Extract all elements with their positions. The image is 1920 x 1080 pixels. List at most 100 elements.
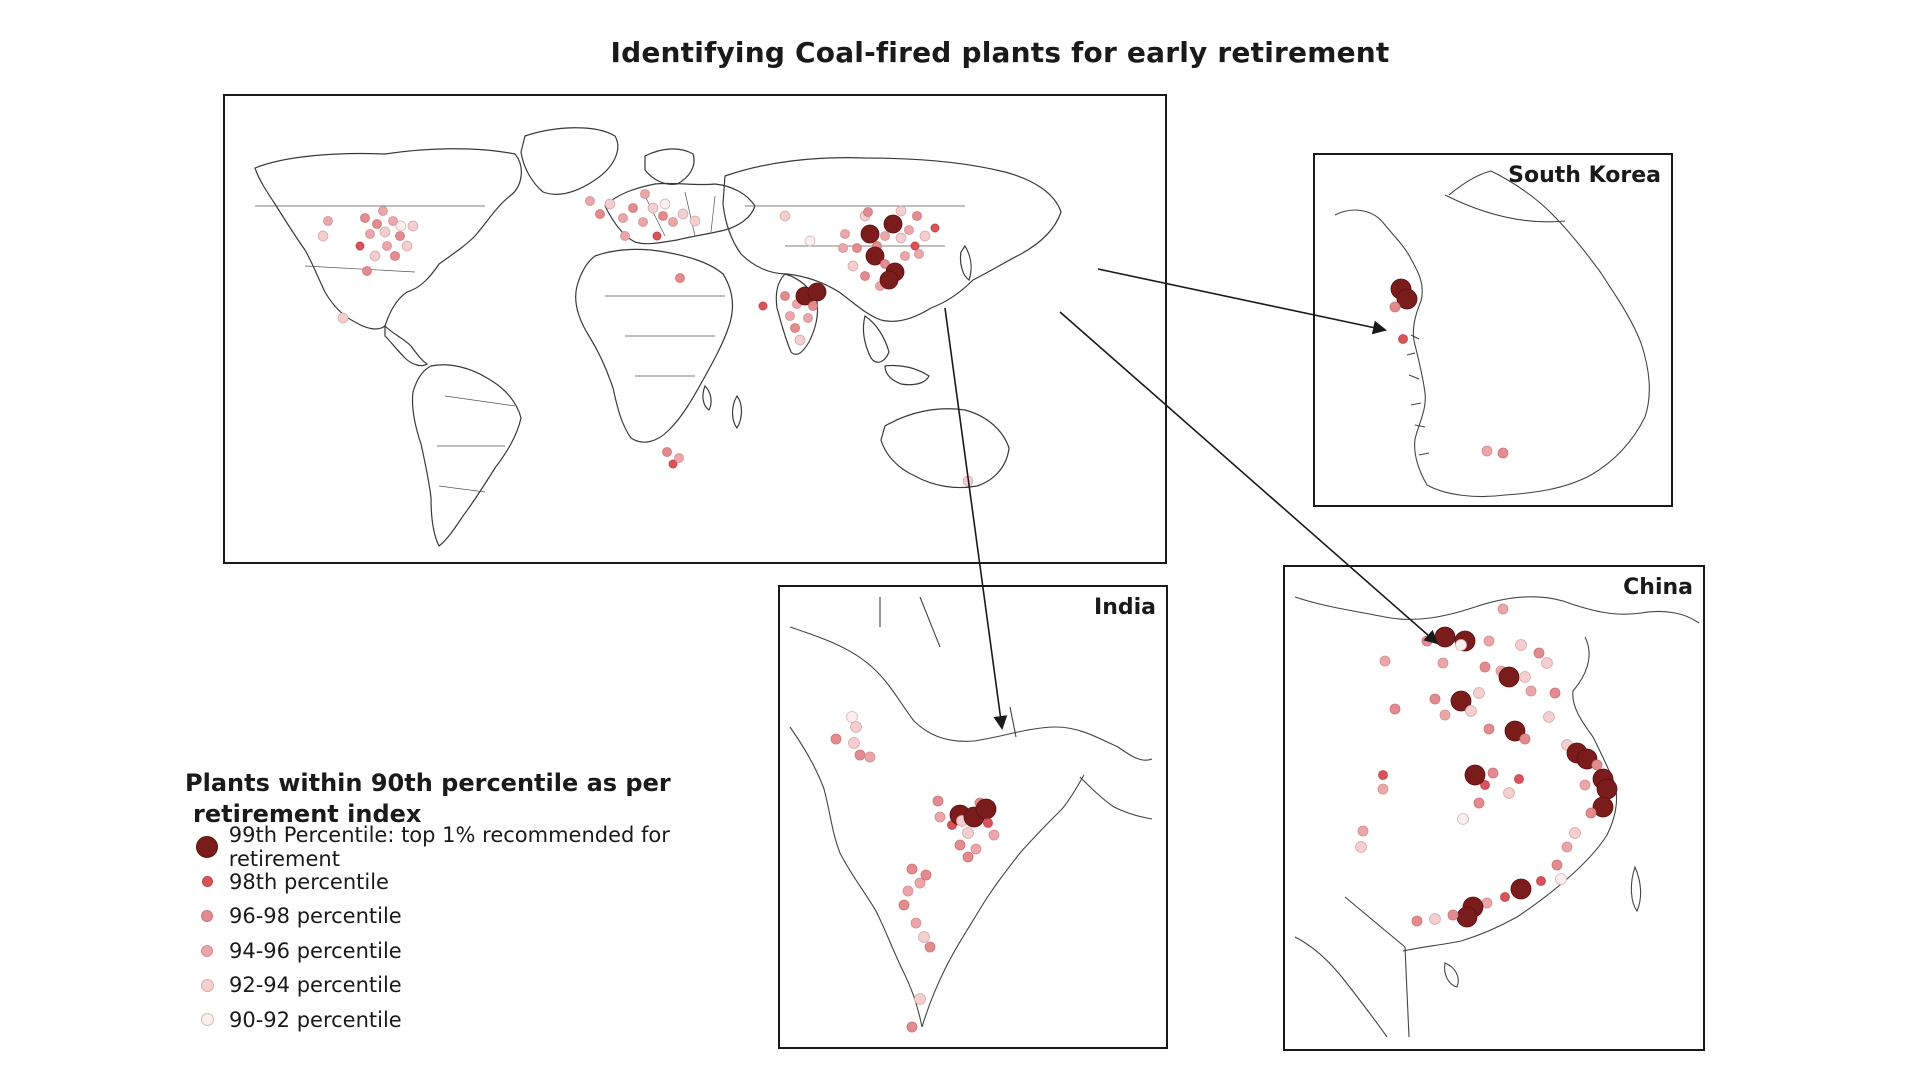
plant-marker [790, 323, 800, 333]
world-map-panel[interactable] [223, 94, 1167, 564]
plant-marker [1450, 690, 1472, 712]
plant-marker [930, 223, 940, 233]
legend-label-98: 98th percentile [229, 869, 389, 894]
plant-marker [1447, 909, 1459, 921]
plant-marker [1389, 301, 1401, 313]
plant-marker [1569, 827, 1581, 839]
plant-marker [906, 863, 918, 875]
legend-label-90-92: 90-92 percentile [229, 1007, 402, 1032]
legend-label-96-98: 96-98 percentile [229, 904, 402, 929]
plant-marker [658, 211, 668, 221]
plant-marker [595, 209, 605, 219]
south-korea-map [1334, 170, 1650, 498]
plant-marker [900, 251, 910, 261]
plant-marker [1500, 892, 1510, 902]
plant-marker [1504, 720, 1526, 742]
legend-title: Plants within 90th percentile as per ret… [185, 768, 785, 830]
plant-marker [863, 207, 873, 217]
world-plant-markers [317, 189, 974, 487]
south-korea-coastline [1334, 170, 1650, 498]
plant-marker [910, 917, 922, 929]
plant-marker [895, 232, 907, 244]
plant-marker [1480, 780, 1490, 790]
plant-marker [914, 249, 924, 259]
plant-marker [382, 241, 392, 251]
plant-marker [780, 291, 790, 301]
plant-marker [1377, 783, 1389, 795]
plant-marker [1515, 639, 1527, 651]
plant-marker [779, 210, 791, 222]
plant-marker [962, 827, 974, 839]
plant-marker [1525, 685, 1537, 697]
legend-marker-99 [195, 836, 218, 859]
world-map [254, 127, 1062, 547]
legend-marker-96-98 [201, 910, 213, 923]
legend-item-92-94: 92-94 percentile [185, 968, 785, 1003]
plant-marker [1510, 878, 1532, 900]
plant-marker [675, 273, 685, 283]
plant-marker [785, 311, 795, 321]
plant-marker [1555, 873, 1567, 885]
plant-marker [395, 231, 405, 241]
china-inset[interactable]: China [1283, 565, 1705, 1051]
map-title: Identifying Coal-fired plants for early … [610, 36, 1390, 69]
plant-marker [674, 453, 684, 463]
plant-marker [1439, 709, 1451, 721]
plant-marker [618, 213, 628, 223]
plant-marker [838, 243, 848, 253]
plant-marker [880, 231, 890, 241]
plant-marker [847, 260, 859, 272]
plant-marker [659, 198, 671, 210]
plant-marker [1481, 445, 1493, 457]
legend-title-line1: Plants within 90th percentile as per [185, 769, 671, 797]
plant-marker [1456, 906, 1478, 928]
plant-marker [895, 205, 907, 217]
plant-marker [852, 243, 862, 253]
plant-marker [585, 196, 595, 206]
legend: Plants within 90th percentile as per ret… [185, 768, 785, 1037]
plant-marker [677, 208, 689, 220]
plant-marker [808, 301, 818, 311]
plant-marker [1464, 764, 1486, 786]
plant-marker [390, 251, 400, 261]
legend-item-90-92: 90-92 percentile [185, 1003, 785, 1038]
plant-marker [323, 216, 333, 226]
plant-marker [1541, 657, 1553, 669]
plant-marker [362, 266, 372, 276]
plant-marker [902, 885, 914, 897]
south-korea-plant-markers [1389, 278, 1509, 459]
plant-marker [1357, 825, 1369, 837]
legend-label-99: 99th Percentile: top 1% recommended for … [228, 823, 670, 872]
plant-marker [620, 231, 630, 241]
plant-marker [395, 220, 407, 232]
plant-marker [1519, 733, 1531, 745]
plant-marker [360, 213, 370, 223]
plant-marker [840, 229, 850, 239]
india-map [789, 596, 1153, 1033]
plant-marker [924, 941, 936, 953]
plant-marker [652, 231, 662, 241]
plant-marker [1429, 913, 1441, 925]
plant-marker [970, 843, 982, 855]
china-plant-markers [1355, 603, 1618, 928]
plant-marker [920, 869, 932, 881]
plant-marker [647, 202, 659, 214]
plant-marker [860, 271, 870, 281]
plant-marker [906, 1021, 918, 1033]
plant-marker [1519, 671, 1531, 683]
plant-marker [883, 214, 903, 234]
plant-marker [848, 737, 860, 749]
plant-marker [934, 811, 946, 823]
legend-marker-92-94 [200, 978, 214, 992]
plant-marker [830, 733, 842, 745]
plant-marker [912, 211, 922, 221]
south-korea-inset[interactable]: South Korea [1313, 153, 1673, 507]
plant-marker [379, 226, 391, 238]
plant-marker [1561, 841, 1573, 853]
plant-marker [1421, 635, 1433, 647]
plant-marker [407, 220, 419, 232]
plant-marker [898, 899, 910, 911]
plant-marker [962, 475, 974, 487]
plant-marker [794, 334, 806, 346]
india-inset[interactable]: India [778, 585, 1168, 1049]
